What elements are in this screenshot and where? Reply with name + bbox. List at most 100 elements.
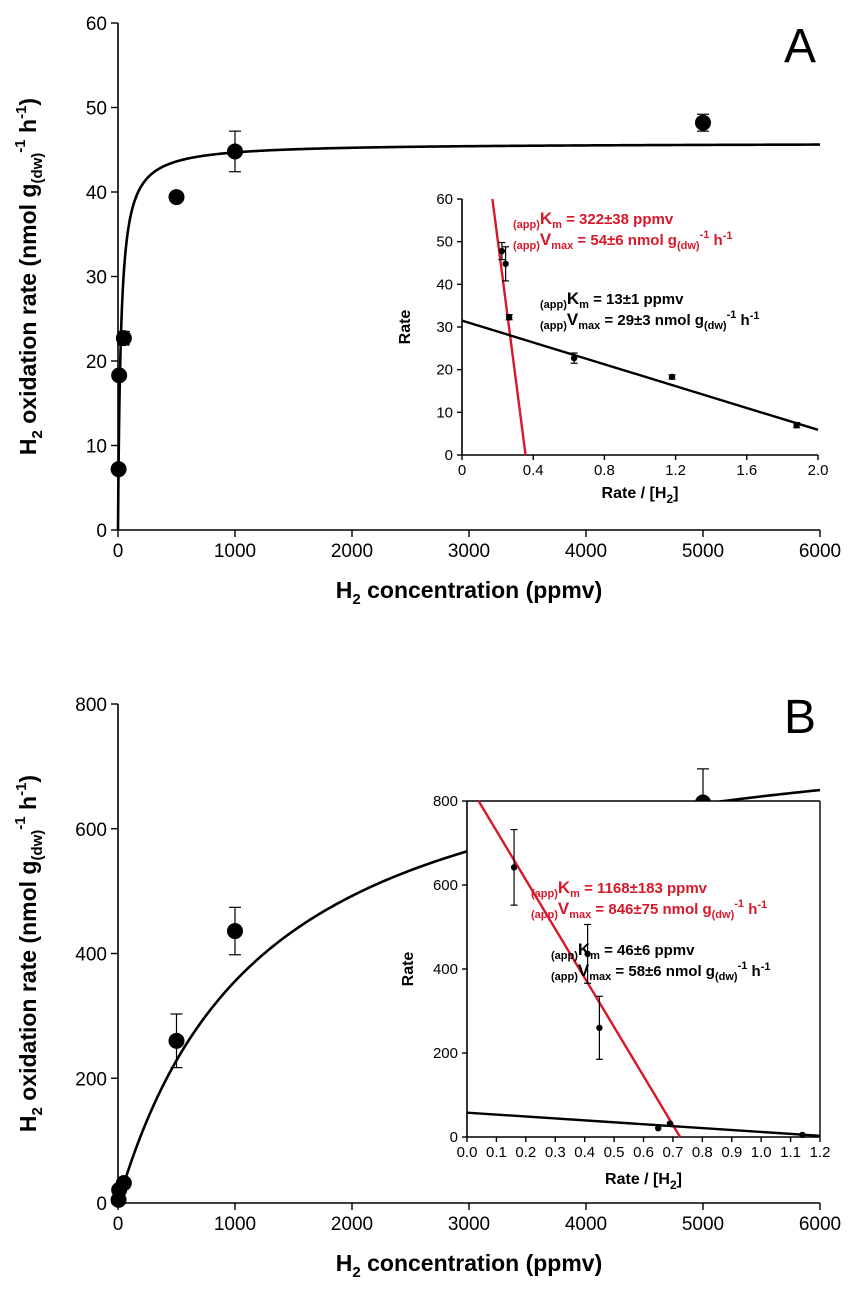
panel-a-x-axis-label: H2 concentration (ppmv)	[336, 577, 602, 608]
panel-a-y-axis-label: H2 oxidation rate (nmol g(dw)-1 h-1)	[12, 98, 46, 455]
panel-a-inset-y-tick-label: 0	[445, 447, 453, 464]
panel-a-main-y-tick-label: 0	[96, 521, 107, 542]
panel-a-main-y-tick-label: 40	[86, 183, 107, 204]
panel-b-main-y-tick-label: 400	[75, 945, 107, 966]
panel-b-inset-x-tick-label: 0.9	[721, 1144, 742, 1161]
panel-b-inset-x-tick-label: 0.0	[457, 1144, 478, 1161]
panel-a-inset-x-tick-label: 2.0	[808, 462, 829, 479]
panel-a-main-x-tick-label: 6000	[799, 541, 841, 562]
panel-a-main-y-tick-label: 30	[86, 268, 107, 289]
panel-a-main-y-tick-label: 50	[86, 99, 107, 120]
panel-a-annotation-black-vmax: (app)Vmax = 29±3 nmol g(dw)-1 h-1	[540, 309, 759, 332]
panel-a-main-data-point	[115, 330, 132, 347]
panel-a-main-data-point	[227, 143, 243, 160]
panel-b-inset-y-tick-label: 400	[433, 961, 458, 978]
panel-b-main-data-point	[227, 923, 243, 940]
panel-a-main-x-tick-label: 5000	[682, 541, 724, 562]
panel-b-inset-data-point	[799, 1131, 806, 1139]
panel-a-inset-data-point	[498, 247, 506, 255]
panel-b-main-x-tick-label: 3000	[448, 1214, 490, 1235]
panel-b-annotation-red-vmax: (app)Vmax = 846±75 nmol g(dw)-1 h-1	[531, 898, 767, 921]
panel-a-inset-y-tick-label: 50	[436, 234, 453, 251]
panel-b-annotation-black-km: (app)Km = 46±6 ppmv	[551, 940, 695, 962]
panel-b-y-axis-label: H2 oxidation rate (nmol g(dw)-1 h-1)	[12, 775, 46, 1132]
panel-a-inset-data-point	[793, 421, 800, 429]
panel-a-inset-y-tick-label: 10	[436, 404, 453, 421]
panel-a-inset-x-tick-label: 1.6	[736, 462, 757, 479]
panel-a-inset-y-tick-label: 40	[436, 276, 453, 293]
panel-a-inset-data-point	[570, 354, 578, 362]
panel-b-inset-data-point	[584, 950, 591, 958]
panel-a-inset: 0 10 20 30 40 50 60 0 0.4 0.8 1.2 1.6 2.0 Rate Rate / …	[397, 191, 828, 506]
panel-a-inset-y-tick-label: 60	[436, 191, 453, 208]
panel-b-main-x-tick-label: 0	[113, 1214, 124, 1235]
panel-b-main-y-tick-label: 200	[75, 1069, 107, 1090]
panel-b-inset: 0 200 400 600 800 0.0 0.1 0.2 0.3 0.4 0.5 0.6 0.7 0.8…	[400, 793, 830, 1192]
panel-a-main-x-tick-label: 4000	[565, 541, 607, 562]
panel-b-main-x-tick-label: 1000	[214, 1214, 256, 1235]
panel-a-inset-black-fit-line	[461, 319, 819, 431]
panel-b-inset-x-label: Rate / [H2]	[605, 1171, 682, 1192]
panel-a-main-data-point	[695, 114, 711, 131]
panel-a-inset-y-tick-label: 20	[436, 362, 453, 379]
panel-b-annotation-red-km: (app)Km = 1168±183 ppmv	[531, 878, 708, 900]
panel-a-main-fit-curve	[116, 143, 820, 530]
panel-b-inset-data-point	[655, 1124, 662, 1132]
panel-a-main-data-point	[110, 461, 127, 478]
panel-b-inset-y-tick-label: 0	[450, 1129, 458, 1146]
panel-b-main-x-tick-label: 5000	[682, 1214, 724, 1235]
panel-a-inset-x-tick-label: 1.2	[665, 462, 686, 479]
panel-a-main-x-tick-label: 0	[113, 541, 124, 562]
panel-a-main-data-point	[168, 189, 185, 206]
panel-a-label: A	[784, 20, 816, 73]
panel-a-inset-data-point	[505, 313, 513, 321]
panel-b-inset-x-tick-label: 0.1	[486, 1144, 507, 1161]
panel-b-inset-y-tick-label: 800	[433, 793, 458, 810]
panel-b-annotation-black-vmax: (app)Vmax = 58±6 nmol g(dw)-1 h-1	[551, 960, 770, 983]
panel-a-main-y-tick-label: 20	[86, 352, 107, 373]
panel-a-main-x-tick-label: 3000	[448, 541, 490, 562]
panel-b-inset-x-tick-label: 0.2	[515, 1144, 536, 1161]
panel-b-inset-y-label: Rate	[400, 952, 417, 987]
panel-b-inset-y-tick-label: 200	[433, 1045, 458, 1062]
panel-a-main-data-point	[111, 367, 128, 384]
panel-b-main-y-tick-label: 800	[75, 695, 107, 716]
panel-b-inset-background	[467, 801, 820, 1137]
panel-b-main-x-tick-label: 2000	[331, 1214, 373, 1235]
panel-a-inset-x-tick-label: 0	[458, 462, 466, 479]
panel-b-inset-x-tick-label: 1.0	[751, 1144, 772, 1161]
panel-b-inset-x-tick-label: 0.4	[574, 1144, 595, 1161]
panel-b-inset-red-fit-line	[477, 800, 682, 1138]
panel-a-main-y-tick-label: 60	[86, 14, 107, 35]
panel-b-main-x-tick-label: 4000	[565, 1214, 607, 1235]
panel-b-label: B	[784, 691, 816, 744]
panel-b-inset-y-tick-label: 600	[433, 877, 458, 894]
panel-b-inset-x-tick-label: 0.8	[692, 1144, 713, 1161]
panel-b-inset-data-point	[666, 1120, 674, 1127]
panel-a-main-x-tick-label: 1000	[214, 541, 256, 562]
panel-a-main-y-tick-label: 10	[86, 437, 107, 458]
panel-b-main-x-tick-label: 6000	[799, 1214, 841, 1235]
panel-b-inset-data-point	[510, 864, 518, 871]
panel-a-inset-red-fit-line	[491, 198, 527, 456]
panel-b-inset-x-tick-label: 0.6	[633, 1144, 654, 1161]
panel-a-inset-x-tick-label: 0.4	[523, 462, 544, 479]
panel-b-main-y-tick-label: 0	[96, 1194, 107, 1215]
panel-a-inset-data-point	[502, 260, 509, 268]
panel-b-main-data-point	[115, 1175, 132, 1192]
panel-b-inset-x-tick-label: 0.7	[662, 1144, 683, 1161]
panel-a-annotation-red-km: (app)Km = 322±38 ppmv	[513, 209, 674, 231]
panel-b-x-axis-label: H2 concentration (ppmv)	[336, 1250, 602, 1281]
panel-a-inset-y-tick-label: 30	[436, 319, 453, 336]
panel-a-inset-data-point	[668, 373, 676, 381]
panel-a-annotation-black-km: (app)Km = 13±1 ppmv	[540, 289, 684, 311]
panel-a-inset-y-label: Rate	[397, 310, 414, 345]
panel-b-inset-x-tick-label: 0.3	[545, 1144, 566, 1161]
panel-b-inset-x-tick-label: 1.1	[780, 1144, 801, 1161]
panel-b-inset-black-fit-line	[466, 1111, 821, 1138]
panel-a-inset-x-tick-label: 0.8	[594, 462, 615, 479]
panel-b-inset-data-point	[596, 1024, 603, 1032]
panel-b-main-y-tick-label: 600	[75, 820, 107, 841]
